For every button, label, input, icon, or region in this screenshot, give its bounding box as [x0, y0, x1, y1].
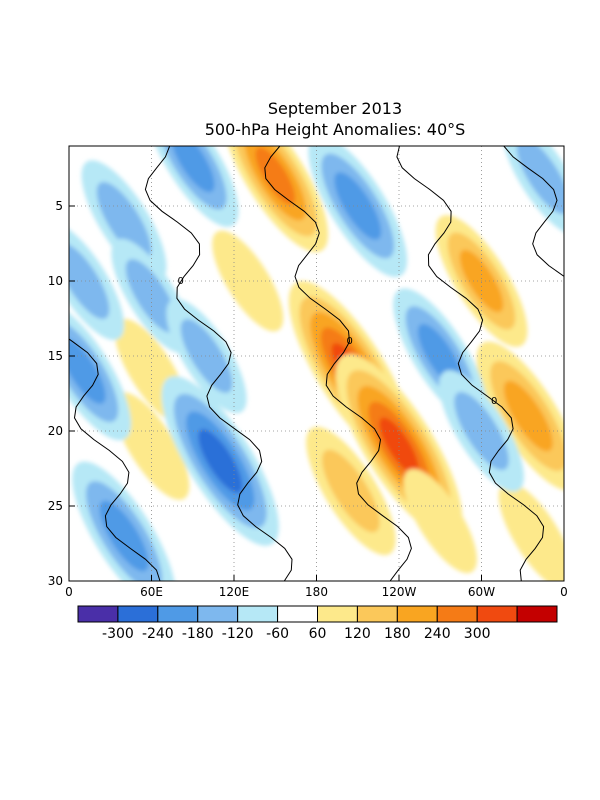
colorbar-swatch	[396, 605, 438, 623]
colorbar-swatch	[436, 605, 478, 623]
x-tick-label: 60W	[468, 585, 495, 599]
zero-contour-line	[69, 338, 161, 581]
x-axis: 0 60E 120E 180 120W 60W 0	[65, 575, 568, 599]
anomaly-level	[96, 181, 152, 261]
anomaly-negative-16	[146, 146, 239, 227]
anomaly-level	[99, 500, 149, 572]
colorbar-swatch	[476, 605, 518, 623]
anomaly-level	[498, 482, 564, 581]
colorbar-label: 120	[344, 626, 371, 642]
anomaly-level	[503, 380, 553, 452]
anomaly-level	[171, 146, 215, 193]
anomaly-negative-11	[161, 376, 279, 546]
anomaly-negative-12	[72, 461, 176, 581]
colorbar-swatch	[277, 605, 319, 623]
y-axis: 5 10 15 20 25 30	[48, 199, 75, 588]
zero-contour-line	[396, 146, 545, 581]
contour-label: 0	[346, 336, 352, 347]
colorbar-label: 60	[309, 626, 327, 642]
colorbar-swatch	[157, 605, 199, 623]
anomaly-level	[198, 429, 243, 493]
y-tick-label: 25	[48, 499, 63, 513]
zero-contour-line	[264, 146, 412, 581]
colorbar-swatch	[77, 605, 119, 623]
y-tick-label: 5	[55, 199, 63, 213]
x-tick-label: 120W	[382, 585, 417, 599]
anomaly-negative-17	[81, 160, 167, 282]
x-tick-label: 0	[560, 585, 568, 599]
zero-contours: 0 0 0	[69, 146, 564, 581]
zero-contour-line	[503, 146, 564, 354]
y-tick-label: 10	[48, 274, 63, 288]
colorbar-label: 180	[384, 626, 411, 642]
colorbar-swatch	[356, 605, 398, 623]
anomaly-level	[180, 319, 233, 393]
contour-label: 0	[177, 276, 183, 287]
anomaly-level	[69, 338, 106, 404]
colorbar-label: 240	[424, 626, 451, 642]
colorbar-swatch	[516, 605, 558, 623]
colorbar-label: -120	[222, 626, 254, 642]
grid-lines	[69, 146, 564, 581]
colorbar-swatch	[117, 605, 159, 623]
anomaly-negative-20	[166, 298, 247, 414]
anomaly-level	[255, 147, 296, 205]
colorbar: -300 -240 -180 -120 -60 60 120 180 240 300	[77, 605, 558, 642]
anomaly-level	[403, 468, 477, 574]
zero-contour-line	[144, 146, 293, 581]
anomaly-negative-15	[69, 301, 131, 441]
anomaly-positive-5	[476, 341, 564, 491]
colorbar-label: -60	[266, 626, 289, 642]
colorbar-swatch	[197, 605, 239, 623]
colorbar-label: -180	[182, 626, 214, 642]
y-tick-label: 30	[48, 574, 63, 588]
colorbar-label: -300	[102, 626, 134, 642]
x-tick-label: 60E	[140, 585, 163, 599]
anomaly-positive-6	[212, 230, 284, 332]
colorbar-swatch	[317, 605, 358, 623]
anomaly-level	[125, 259, 178, 333]
colorbar-label: -240	[142, 626, 174, 642]
anomaly-level	[516, 146, 564, 214]
anomaly-positive-9	[498, 482, 564, 581]
x-tick-label: 180	[305, 585, 328, 599]
colorbar-label: 300	[464, 626, 491, 642]
anomaly-positive-3	[306, 426, 396, 556]
x-tick-label: 0	[65, 585, 73, 599]
y-tick-label: 15	[48, 349, 63, 363]
colorbar-swatch	[237, 605, 279, 623]
anomaly-level	[322, 449, 380, 533]
anomaly-level	[212, 230, 284, 332]
chart-subtitle: 500-hPa Height Anomalies: 40°S	[205, 120, 466, 139]
anomaly-positive-10	[403, 468, 477, 574]
contour-label: 0	[491, 396, 497, 407]
x-tick-label: 120E	[219, 585, 250, 599]
y-tick-label: 20	[48, 424, 63, 438]
chart-title: September 2013	[268, 99, 402, 118]
